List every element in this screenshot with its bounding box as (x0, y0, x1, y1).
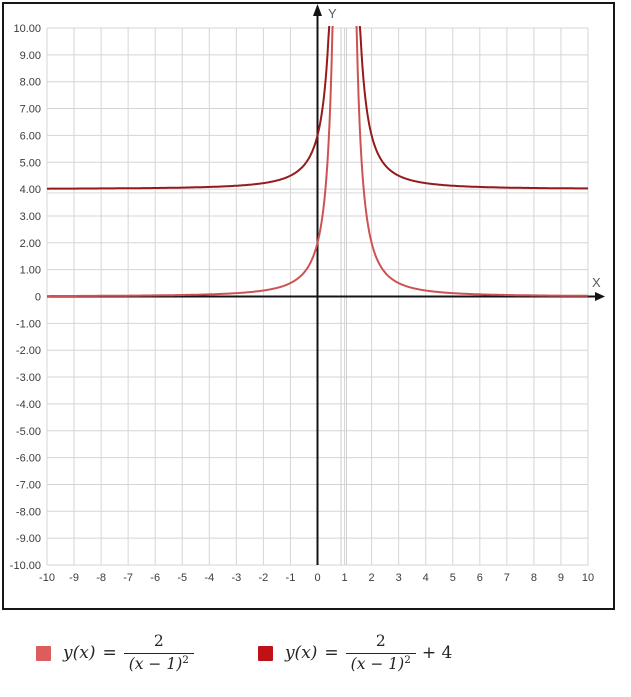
y-tick-label: -2.00 (16, 345, 41, 357)
legend-item-series1: y(x) = 2 (x − 1)2 (36, 632, 200, 674)
y-tick-label: 4.00 (20, 184, 41, 196)
x-tick-label: 7 (504, 572, 510, 584)
y-tick-label: -7.00 (16, 479, 41, 491)
x-tick-label: 6 (477, 572, 483, 584)
x-tick-label: -3 (231, 572, 241, 584)
y-axis-arrow (313, 4, 322, 16)
fraction-numerator: 2 (153, 632, 164, 651)
x-tick-label: -10 (39, 572, 55, 584)
y-tick-label: -1.00 (16, 318, 41, 330)
y-axis-letter: Y (328, 6, 337, 21)
legend: y(x) = 2 (x − 1)2 y(x) = 2 (x − 1)2 + 4 (36, 628, 452, 678)
x-tick-label: -7 (123, 572, 133, 584)
y-tick-label: -8.00 (16, 506, 41, 518)
x-tick-label: -5 (177, 572, 187, 584)
x-tick-label: -1 (286, 572, 296, 584)
denominator-exponent: 2 (404, 653, 411, 666)
formula-lhs: y(x) (63, 643, 96, 663)
denominator-base: (x − 1) (128, 654, 183, 673)
fraction-denominator: (x − 1)2 (123, 652, 194, 674)
plot-panel (2, 2, 615, 610)
y-tick-label: 3.00 (20, 211, 41, 223)
legend-swatch-series1 (36, 645, 51, 661)
curve-series1 (47, 26, 334, 298)
y-tick-label: -9.00 (16, 533, 41, 545)
legend-formula-series2: y(x) = 2 (x − 1)2 + 4 (285, 632, 452, 674)
y-tick-label: 7.00 (20, 104, 41, 116)
x-tick-label: -4 (204, 572, 214, 584)
denominator-exponent: 2 (182, 653, 189, 666)
x-tick-label: -6 (150, 572, 160, 584)
y-tick-label: -5.00 (16, 426, 41, 438)
legend-item-series2: y(x) = 2 (x − 1)2 + 4 (257, 632, 452, 674)
x-tick-label: -8 (96, 572, 106, 584)
x-tick-label: 2 (369, 572, 375, 584)
y-tick-label: -10.00 (10, 560, 41, 572)
x-axis-arrow (595, 292, 605, 301)
x-tick-label: 0 (314, 572, 320, 584)
y-tick-label: -4.00 (16, 399, 41, 411)
y-tick-label: -3.00 (16, 372, 41, 384)
x-tick-label: 1 (341, 572, 347, 584)
x-axis-letter: X (592, 275, 601, 290)
curve-series1 (355, 26, 588, 297)
curve-series2 (358, 26, 588, 190)
x-tick-label: -9 (69, 572, 79, 584)
x-tick-label: 8 (531, 572, 537, 584)
y-tick-label: 10.00 (13, 23, 41, 35)
formula-fraction: 2 (x − 1)2 (345, 632, 416, 674)
y-tick-label: -6.00 (16, 453, 41, 465)
denominator-base: (x − 1) (350, 654, 405, 673)
y-tick-label: 2.00 (20, 238, 41, 250)
curve-series2 (47, 26, 331, 190)
legend-formula-series1: y(x) = 2 (x − 1)2 (63, 632, 200, 674)
formula-equals: = (102, 643, 117, 663)
y-tick-label: 6.00 (20, 130, 41, 142)
fraction-numerator: 2 (375, 632, 386, 651)
y-tick-label: 9.00 (20, 50, 41, 62)
x-tick-label: 10 (582, 572, 594, 584)
formula-equals: = (324, 643, 339, 663)
fraction-denominator: (x − 1)2 (345, 652, 416, 674)
formula-suffix: + 4 (421, 643, 453, 663)
y-tick-label: 1.00 (20, 265, 41, 277)
x-tick-label: 9 (558, 572, 564, 584)
y-tick-label: 0 (35, 292, 41, 304)
y-tick-label: 5.00 (20, 157, 41, 169)
formula-fraction: 2 (x − 1)2 (123, 632, 194, 674)
y-tick-label: 8.00 (20, 77, 41, 89)
x-tick-label: 3 (396, 572, 402, 584)
x-tick-label: 4 (423, 572, 429, 584)
formula-lhs: y(x) (284, 643, 318, 663)
legend-swatch-series2 (257, 645, 273, 661)
x-tick-label: 5 (450, 572, 456, 584)
x-tick-label: -2 (259, 572, 269, 584)
